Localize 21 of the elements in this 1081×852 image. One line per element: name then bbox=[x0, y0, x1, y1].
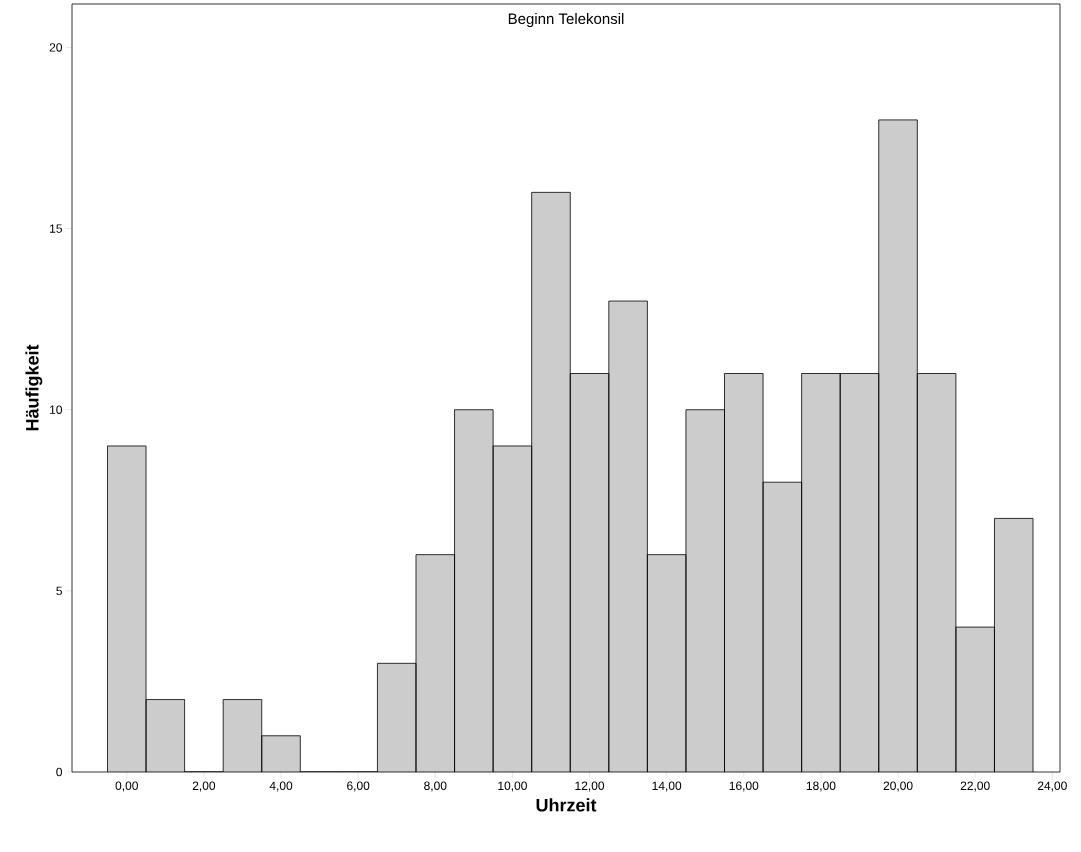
x-tick-label: 12,00 bbox=[575, 781, 605, 792]
x-tick-label: 14,00 bbox=[652, 781, 682, 792]
y-axis-title: Häufigkeit bbox=[25, 344, 43, 431]
x-tick-label: 22,00 bbox=[960, 781, 990, 792]
y-tick-label: 5 bbox=[56, 586, 62, 596]
y-tick-label: 0 bbox=[56, 767, 63, 777]
x-axis-title: Uhrzeit bbox=[536, 798, 597, 812]
y-tick-label: 20 bbox=[49, 43, 63, 52]
y-tick-label: 15 bbox=[50, 224, 62, 233]
text: Beginn Telekonsil bbox=[508, 13, 624, 28]
x-tick-label: 4,00 bbox=[269, 781, 293, 792]
x-tick-label: 8,00 bbox=[424, 781, 447, 792]
x-tick-label: 24,00 bbox=[1037, 781, 1067, 792]
x-tick-label: 18,00 bbox=[806, 781, 836, 792]
x-tick-label: 20,00 bbox=[883, 781, 913, 792]
x-tick-label: 6,00 bbox=[347, 781, 370, 792]
x-tick-label: 2,00 bbox=[192, 781, 216, 792]
y-tick-label: 10 bbox=[50, 405, 63, 414]
x-tick-label: 10,00 bbox=[498, 781, 527, 792]
x-tick-label: 16,00 bbox=[729, 781, 759, 792]
x-tick-label: 0,00 bbox=[115, 781, 138, 792]
